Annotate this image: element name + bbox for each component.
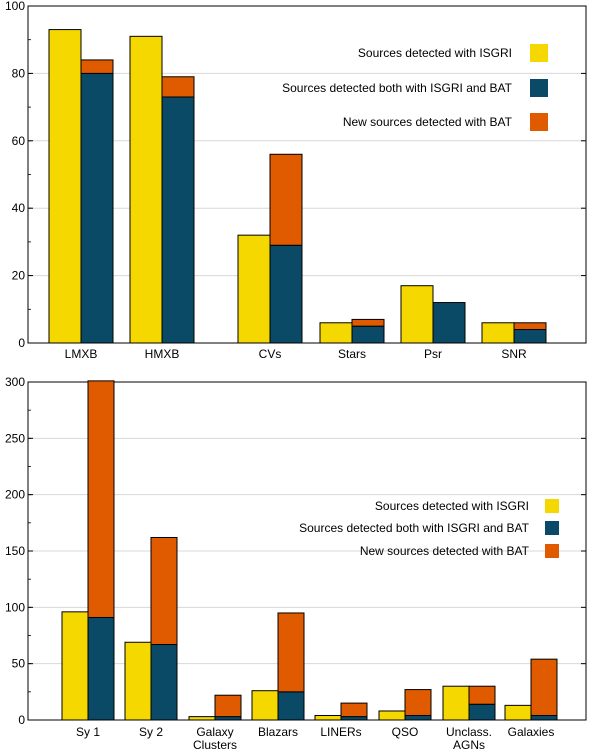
bar-both-liners [340, 716, 368, 721]
legend-swatch-isgri [545, 499, 559, 513]
y-tick-label: 0 [18, 713, 25, 727]
x-tick-label-sy-2: Sy 2 [139, 725, 163, 739]
legend-swatch-new-bat [545, 544, 559, 558]
y-tick-label: 100 [5, 0, 25, 13]
bar-new-bat-cvs [269, 153, 303, 246]
x-tick-label-galaxy-clusters: Galaxy Clusters [193, 725, 237, 749]
bar-new-bat-lmxb [80, 59, 114, 74]
legend-swatch-both [545, 521, 559, 535]
legend-label-new-bat: New sources detected with BAT [343, 115, 513, 129]
bar-isgri-sy-1 [61, 611, 89, 721]
bar-new-bat-snr [513, 322, 547, 331]
legend-swatch-new-bat [530, 113, 548, 131]
x-tick-label-hmxb: HMXB [145, 347, 180, 361]
x-tick-label-line: LMXB [65, 347, 98, 361]
y-tick-label: 250 [5, 431, 25, 445]
x-tick-label-line: Clusters [193, 738, 237, 749]
x-tick-label-line: Sy 2 [139, 725, 163, 739]
bar-new-bat-blazars [277, 612, 305, 693]
bar-both-blazars [277, 691, 305, 721]
y-tick-label: 0 [18, 336, 25, 350]
bar-new-bat-galaxies [530, 658, 558, 716]
x-tick-label-line: LINERs [320, 725, 361, 739]
bar-isgri-hmxb [129, 35, 163, 344]
x-tick-label-psr: Psr [424, 347, 442, 361]
bar-isgri-lmxb [48, 29, 82, 344]
x-tick-label-line: Sy 1 [76, 725, 100, 739]
bar-both-sy-2 [150, 644, 178, 721]
bar-both-qso [404, 714, 432, 721]
x-tick-label-unclass-agns: Unclass. AGNs [446, 725, 492, 749]
x-tick-label-line: SNR [501, 347, 527, 361]
x-tick-label-blazars: Blazars [258, 725, 298, 739]
legend-swatch-both [530, 79, 548, 97]
bar-both-lmxb [80, 72, 114, 344]
x-tick-label-line: QSO [392, 725, 419, 739]
legend-label-both: Sources detected both with ISGRI and BAT [282, 81, 513, 95]
x-tick-label-line: HMXB [145, 347, 180, 361]
y-tick-label: 300 [5, 375, 25, 389]
bar-isgri-cvs [237, 234, 271, 344]
chart-panel-extragalactic: 0 50 100 150 200 250 300 Sy 1 Sy 2 Galaxy Clusters… [5, 375, 587, 749]
y-tick-label: 20 [12, 269, 26, 283]
bar-isgri-blazars [251, 690, 279, 721]
bar-new-bat-liners [340, 702, 368, 718]
x-tick-label-line: Blazars [258, 725, 298, 739]
x-tick-label-lmxb: LMXB [65, 347, 98, 361]
x-tick-label-line: Unclass. [446, 725, 492, 739]
bar-both-hmxb [161, 96, 195, 344]
bar-both-galaxies [530, 714, 558, 721]
legend-label-new-bat: New sources detected with BAT [360, 544, 530, 558]
chart-panel-galactic: 0 20 40 60 80 100 LMXB HMXB CVs Stars Psr SNR Source… [5, 0, 587, 361]
bar-both-snr [513, 329, 547, 344]
x-tick-label-line: CVs [259, 347, 282, 361]
x-tick-label-liners: LINERs [320, 725, 361, 739]
bar-both-sy-1 [87, 616, 115, 721]
bar-new-bat-sy-1 [87, 380, 115, 618]
y-tick-label: 60 [12, 134, 26, 148]
x-tick-label-line: Galaxies [508, 725, 555, 739]
x-tick-label-line: Galaxy [196, 725, 233, 739]
x-tick-label-galaxies: Galaxies [508, 725, 555, 739]
x-tick-label-line: Stars [338, 347, 366, 361]
legend-label-isgri: Sources detected with ISGRI [358, 46, 512, 60]
y-tick-label: 80 [12, 66, 26, 80]
x-tick-label-line: Psr [424, 347, 442, 361]
bar-new-bat-stars [351, 318, 385, 327]
bar-both-unclass-agns [468, 703, 496, 721]
y-tick-label: 40 [12, 201, 26, 215]
bar-both-cvs [269, 244, 303, 344]
legend-swatch-isgri [530, 44, 548, 62]
x-tick-label-snr: SNR [501, 347, 527, 361]
bar-isgri-galaxy-clusters [188, 716, 216, 721]
x-tick-label-cvs: CVs [259, 347, 282, 361]
bar-isgri-liners [314, 714, 342, 721]
bar-both-psr [432, 302, 466, 344]
bar-isgri-unclass-agns [442, 685, 470, 721]
bar-isgri-stars [319, 322, 353, 344]
bar-isgri-sy-2 [124, 641, 152, 721]
y-tick-label: 150 [5, 544, 25, 558]
bar-new-bat-qso [404, 689, 432, 716]
y-tick-label: 100 [5, 600, 25, 614]
bar-both-galaxy-clusters [214, 716, 242, 721]
y-tick-label: 50 [12, 657, 26, 671]
legend-label-isgri: Sources detected with ISGRI [375, 499, 529, 513]
bar-new-bat-galaxy-clusters [214, 694, 242, 718]
bar-isgri-psr [400, 285, 434, 344]
y-tick-label: 200 [5, 488, 25, 502]
x-tick-label-qso: QSO [392, 725, 419, 739]
x-tick-label-sy-1: Sy 1 [76, 725, 100, 739]
bar-new-bat-hmxb [161, 76, 195, 98]
x-tick-label-line: AGNs [453, 738, 485, 749]
bar-new-bat-sy-2 [150, 536, 178, 646]
bar-new-bat-unclass-agns [468, 685, 496, 705]
bar-isgri-galaxies [504, 704, 532, 721]
bar-both-stars [351, 325, 385, 344]
bar-isgri-snr [481, 322, 515, 344]
legend-label-both: Sources detected both with ISGRI and BAT [299, 521, 530, 535]
x-tick-label-stars: Stars [338, 347, 366, 361]
bar-isgri-qso [378, 710, 406, 721]
